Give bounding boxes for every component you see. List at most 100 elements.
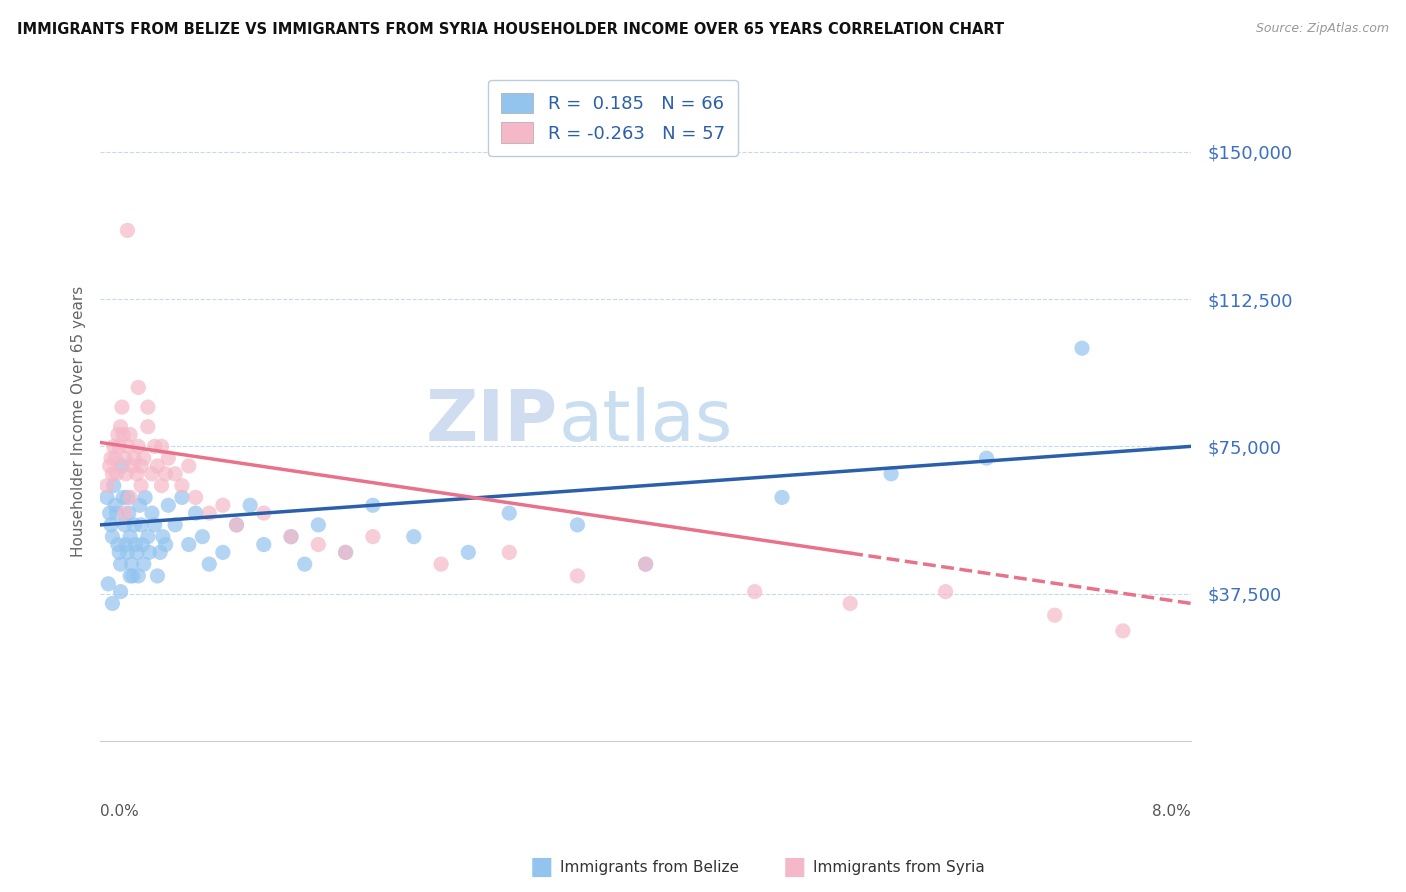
Point xyxy=(294,557,316,571)
Point xyxy=(839,596,862,610)
Point xyxy=(120,530,142,544)
Point xyxy=(744,584,766,599)
Text: 0.0%: 0.0% xyxy=(100,804,139,819)
Y-axis label: Householder Income Over 65 years: Householder Income Over 65 years xyxy=(72,286,86,558)
Point xyxy=(110,419,132,434)
Point xyxy=(129,458,152,473)
Point xyxy=(402,530,425,544)
Point xyxy=(770,491,793,505)
Point xyxy=(127,380,149,394)
Text: Immigrants from Syria: Immigrants from Syria xyxy=(813,860,984,874)
Text: IMMIGRANTS FROM BELIZE VS IMMIGRANTS FROM SYRIA HOUSEHOLDER INCOME OVER 65 YEARS: IMMIGRANTS FROM BELIZE VS IMMIGRANTS FRO… xyxy=(17,22,1004,37)
Legend: R =  0.185   N = 66, R = -0.263   N = 57: R = 0.185 N = 66, R = -0.263 N = 57 xyxy=(488,80,738,156)
Point xyxy=(141,506,163,520)
Point xyxy=(101,467,124,481)
Point xyxy=(117,439,139,453)
Point xyxy=(121,569,143,583)
Point xyxy=(1043,608,1066,623)
Point xyxy=(121,557,143,571)
Point xyxy=(307,517,329,532)
Point xyxy=(107,427,129,442)
Point xyxy=(1071,341,1094,355)
Point xyxy=(498,545,520,559)
Point xyxy=(125,467,148,481)
Point xyxy=(498,506,520,520)
Point xyxy=(280,530,302,544)
Point xyxy=(307,537,329,551)
Point xyxy=(184,506,207,520)
Point xyxy=(128,498,150,512)
Point xyxy=(103,439,125,453)
Point xyxy=(127,439,149,453)
Point xyxy=(165,467,187,481)
Point xyxy=(634,557,657,571)
Point xyxy=(101,530,124,544)
Point xyxy=(143,517,166,532)
Point xyxy=(155,537,177,551)
Text: ■: ■ xyxy=(783,855,806,879)
Point xyxy=(105,467,128,481)
Point xyxy=(212,545,235,559)
Point xyxy=(253,506,276,520)
Point xyxy=(165,517,187,532)
Point xyxy=(125,545,148,559)
Text: atlas: atlas xyxy=(558,387,733,457)
Point xyxy=(120,427,142,442)
Point xyxy=(157,498,180,512)
Point xyxy=(114,506,136,520)
Point xyxy=(361,498,384,512)
Point xyxy=(935,584,957,599)
Point xyxy=(117,223,139,237)
Point xyxy=(191,530,214,544)
Text: ZIP: ZIP xyxy=(426,387,558,457)
Point xyxy=(155,467,177,481)
Point xyxy=(170,478,193,492)
Point xyxy=(100,517,122,532)
Point xyxy=(103,478,125,492)
Point xyxy=(112,491,135,505)
Point xyxy=(108,439,131,453)
Point xyxy=(120,569,142,583)
Point xyxy=(124,537,146,551)
Point xyxy=(104,451,127,466)
Point xyxy=(143,439,166,453)
Point xyxy=(108,545,131,559)
Point xyxy=(98,506,121,520)
Point xyxy=(112,427,135,442)
Point xyxy=(198,506,221,520)
Point xyxy=(1112,624,1135,638)
Text: 8.0%: 8.0% xyxy=(1153,804,1191,819)
Point xyxy=(150,439,173,453)
Point xyxy=(880,467,903,481)
Point xyxy=(149,545,172,559)
Point xyxy=(976,451,998,466)
Point xyxy=(170,491,193,505)
Point xyxy=(100,451,122,466)
Point xyxy=(105,506,128,520)
Point xyxy=(115,467,138,481)
Point xyxy=(430,557,453,571)
Point xyxy=(225,517,247,532)
Point xyxy=(97,576,120,591)
Point xyxy=(129,478,152,492)
Point xyxy=(150,478,173,492)
Point xyxy=(114,517,136,532)
Point xyxy=(457,545,479,559)
Point xyxy=(141,467,163,481)
Point xyxy=(111,458,134,473)
Point xyxy=(567,569,589,583)
Point xyxy=(198,557,221,571)
Point xyxy=(107,537,129,551)
Point xyxy=(184,491,207,505)
Point xyxy=(239,498,262,512)
Point xyxy=(110,584,132,599)
Point xyxy=(121,458,143,473)
Point xyxy=(120,491,142,505)
Point xyxy=(335,545,357,559)
Point xyxy=(567,517,589,532)
Point xyxy=(96,491,118,505)
Point xyxy=(117,491,139,505)
Point xyxy=(361,530,384,544)
Point xyxy=(134,491,156,505)
Point xyxy=(104,498,127,512)
